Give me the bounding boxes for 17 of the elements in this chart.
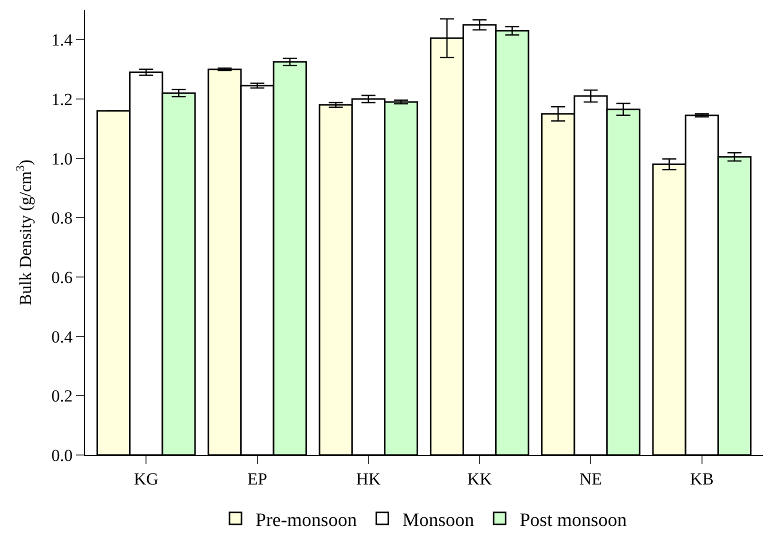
x-tick-label: KB — [690, 469, 714, 488]
y-tick-label: 1.2 — [51, 90, 73, 109]
x-tick-label: NE — [579, 469, 602, 488]
y-tick-label: 0.4 — [51, 327, 74, 346]
y-tick-label: 0.8 — [51, 208, 73, 228]
legend-label: Post monsoon — [520, 510, 628, 531]
y-tick-label: 0.2 — [51, 386, 73, 406]
x-tick-label: EP — [247, 469, 268, 488]
x-tick-label: HK — [356, 469, 382, 488]
y-tick-label: 1.4 — [51, 30, 74, 50]
y-tick-label: 1.0 — [51, 149, 73, 168]
legend-label: Pre-monsoon — [256, 510, 358, 531]
x-tick-label: KG — [134, 469, 158, 488]
y-tick-label: 0.0 — [51, 446, 73, 465]
x-tick-label: KK — [467, 469, 493, 488]
y-tick-label: 0.6 — [51, 268, 73, 287]
legend-label: Monsoon — [402, 510, 475, 531]
